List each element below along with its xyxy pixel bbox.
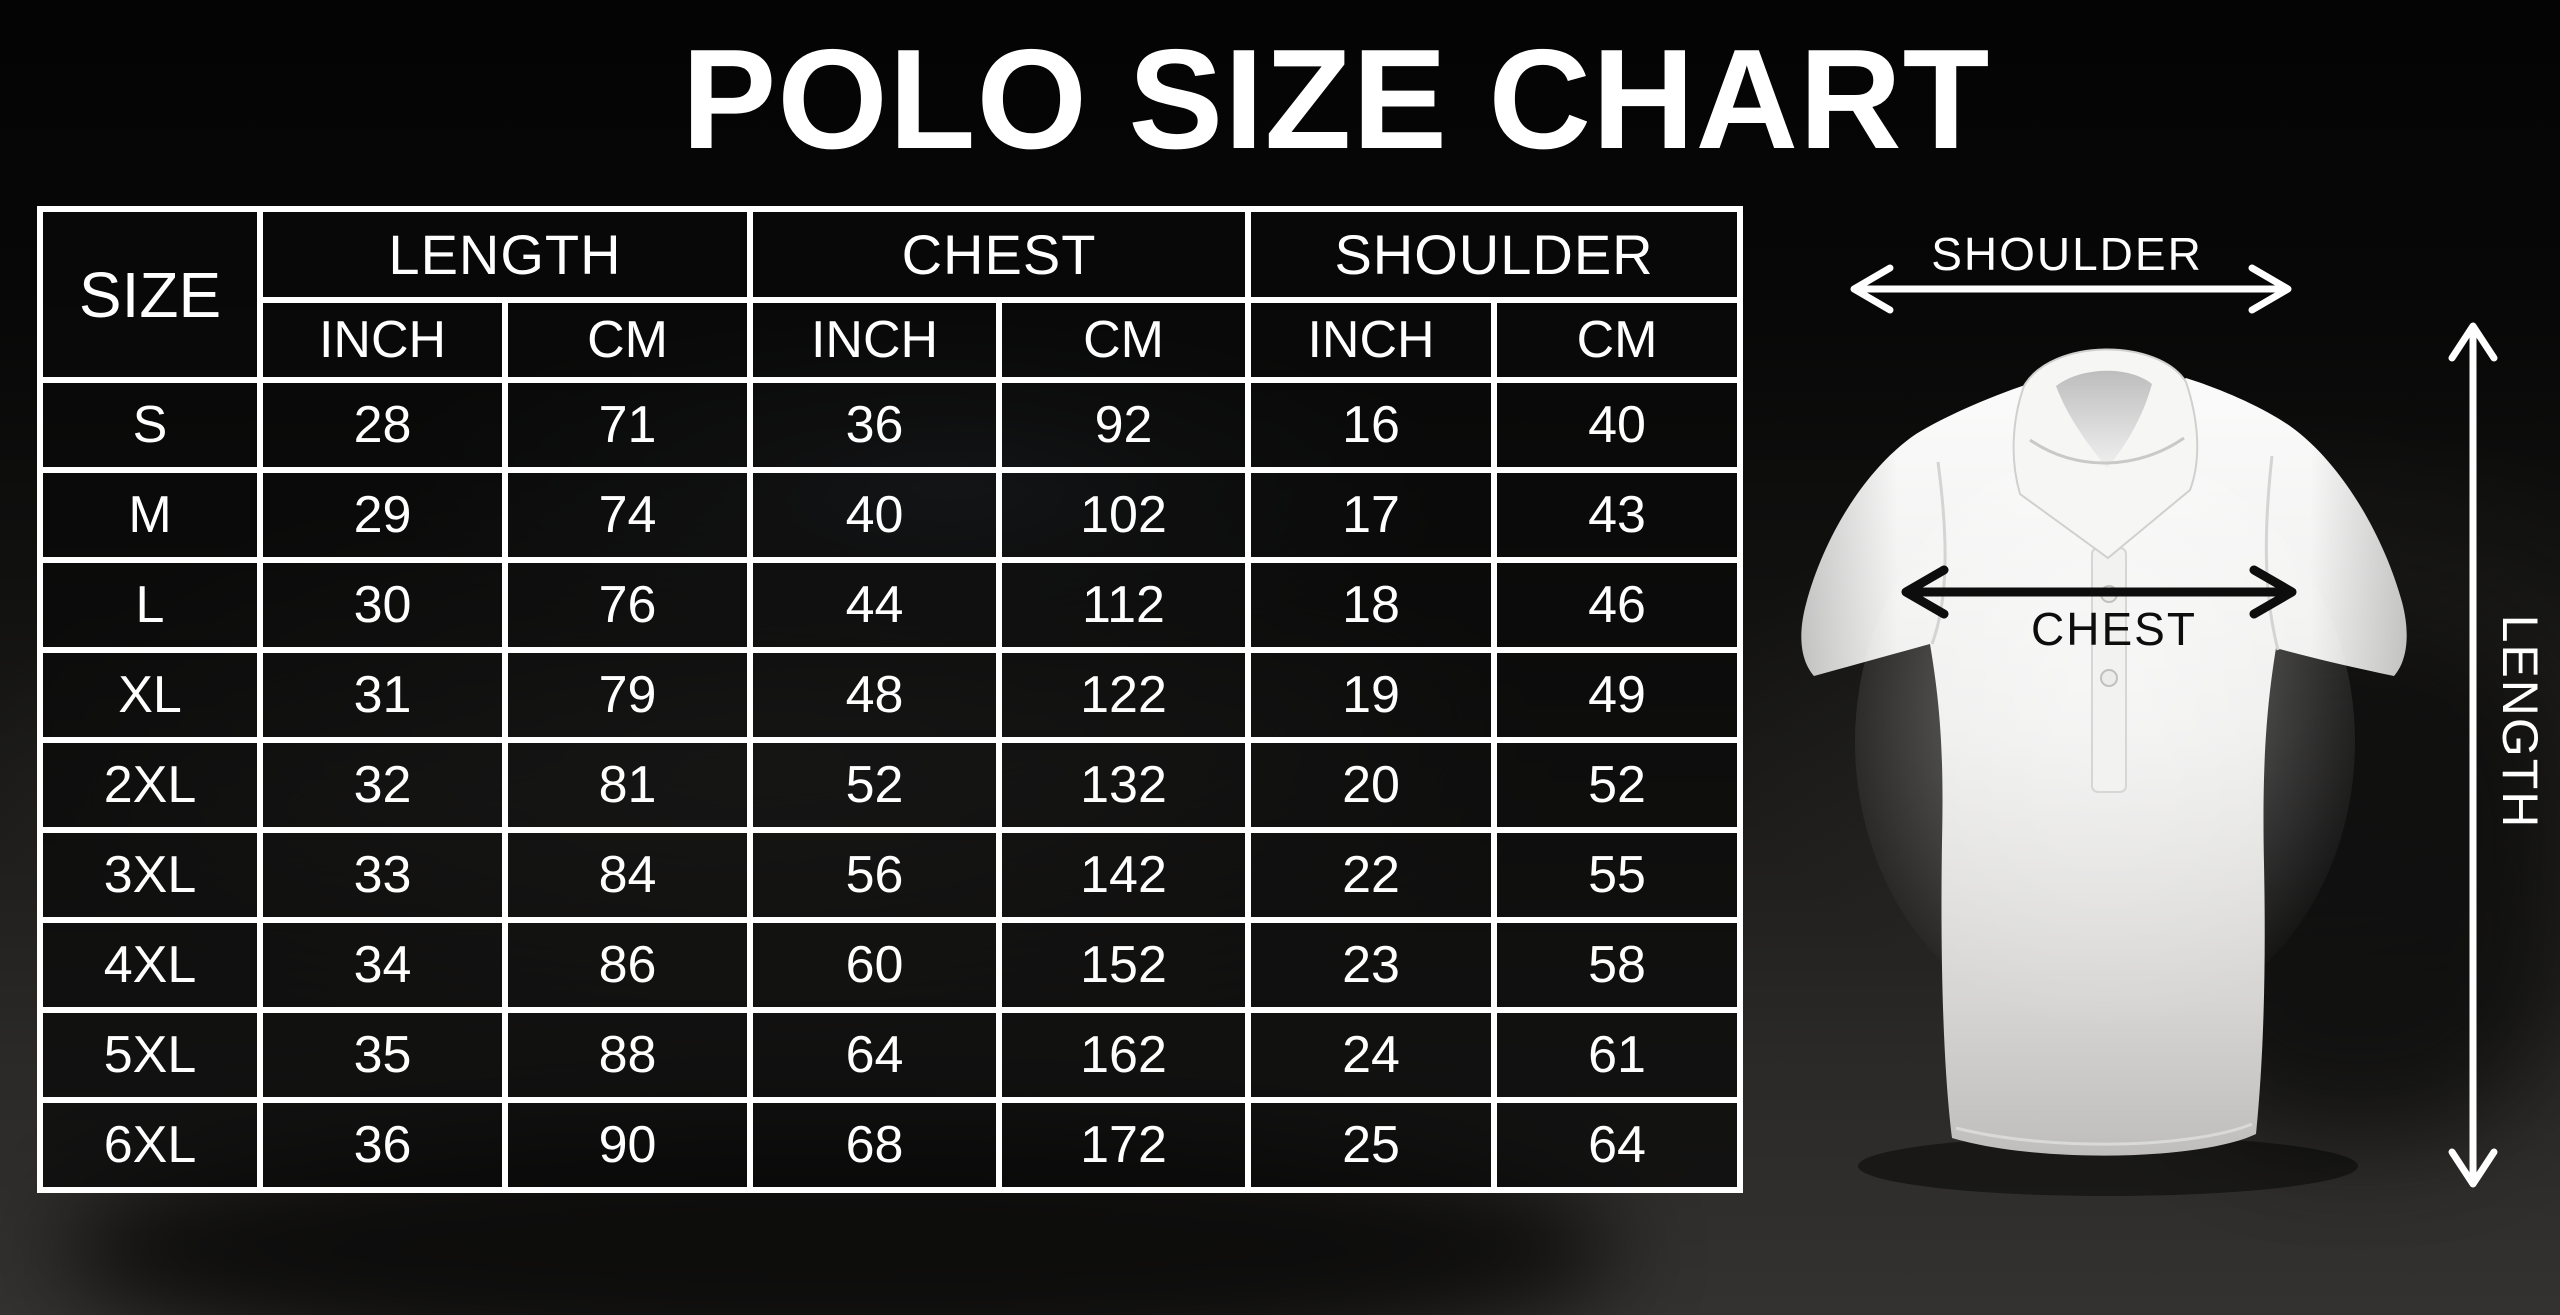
measurement-cell: 64 [747, 1007, 1002, 1103]
column-header-size: SIZE [37, 206, 263, 383]
row-size-label: 6XL [37, 1097, 263, 1193]
measurement-cell: 29 [257, 467, 508, 563]
table-row: 3XL 33 84 56 142 22 55 [37, 827, 1744, 923]
measurement-cell: 35 [257, 1007, 508, 1103]
measurement-cell: 84 [502, 827, 753, 923]
row-size-label: 3XL [37, 827, 263, 923]
subheader-chest-inch: INCH [747, 297, 1002, 383]
measurement-cell: 81 [502, 737, 753, 833]
measurement-cell: 30 [257, 557, 508, 653]
measurement-cell: 112 [995, 557, 1252, 653]
measurement-cell: 52 [747, 737, 1002, 833]
chest-annotation-label: CHEST [2031, 603, 2197, 655]
measurement-cell: 64 [1491, 1097, 1744, 1193]
row-size-label: 2XL [37, 737, 263, 833]
measurement-cell: 60 [747, 917, 1002, 1013]
row-size-label: L [37, 557, 263, 653]
measurement-cell: 43 [1491, 467, 1744, 563]
measurement-cell: 25 [1245, 1097, 1498, 1193]
size-chart-table: SIZE LENGTH CHEST SHOULDER INCH CM INCH … [37, 206, 1744, 1193]
measurement-cell: 22 [1245, 827, 1498, 923]
column-header-shoulder: SHOULDER [1245, 206, 1744, 303]
measurement-cell: 17 [1245, 467, 1498, 563]
page-title: POLO SIZE CHART [681, 20, 1991, 179]
measurement-cell: 44 [747, 557, 1002, 653]
row-size-label: 4XL [37, 917, 263, 1013]
measurement-cell: 16 [1245, 377, 1498, 473]
measurement-cell: 88 [502, 1007, 753, 1103]
subheader-length-cm: CM [502, 297, 753, 383]
column-header-length: LENGTH [257, 206, 753, 303]
measurement-cell: 32 [257, 737, 508, 833]
measurement-cell: 76 [502, 557, 753, 653]
measurement-cell: 92 [995, 377, 1252, 473]
row-size-label: XL [37, 647, 263, 743]
measurement-cell: 74 [502, 467, 753, 563]
measurement-cell: 36 [747, 377, 1002, 473]
table-row: 5XL 35 88 64 162 24 61 [37, 1007, 1744, 1103]
measurement-cell: 68 [747, 1097, 1002, 1193]
measurement-cell: 40 [1491, 377, 1744, 473]
measurement-cell: 46 [1491, 557, 1744, 653]
measurement-cell: 71 [502, 377, 753, 473]
measurement-cell: 56 [747, 827, 1002, 923]
measurement-cell: 40 [747, 467, 1002, 563]
measurement-cell: 55 [1491, 827, 1744, 923]
measurement-cell: 49 [1491, 647, 1744, 743]
measurement-cell: 52 [1491, 737, 1744, 833]
row-size-label: S [37, 377, 263, 473]
table-row: 4XL 34 86 60 152 23 58 [37, 917, 1744, 1013]
measurement-cell: 48 [747, 647, 1002, 743]
measurement-cell: 142 [995, 827, 1252, 923]
table-row: S 28 71 36 92 16 40 [37, 377, 1744, 473]
measurement-cell: 33 [257, 827, 508, 923]
measurement-cell: 90 [502, 1097, 753, 1193]
measurement-cell: 18 [1245, 557, 1498, 653]
subheader-length-inch: INCH [257, 297, 508, 383]
size-table-body: S 28 71 36 92 16 40 M 29 74 40 102 17 43 L 30 76 44 112 18 4… [37, 377, 1744, 1193]
table-row: XL 31 79 48 122 19 49 [37, 647, 1744, 743]
measurement-cell: 36 [257, 1097, 508, 1193]
measurement-cell: 20 [1245, 737, 1498, 833]
subheader-shoulder-cm: CM [1491, 297, 1744, 383]
measurement-cell: 172 [995, 1097, 1252, 1193]
measurement-cell: 122 [995, 647, 1252, 743]
row-size-label: M [37, 467, 263, 563]
table-row: L 30 76 44 112 18 46 [37, 557, 1744, 653]
measurement-cell: 86 [502, 917, 753, 1013]
row-size-label: 5XL [37, 1007, 263, 1103]
table-row: M 29 74 40 102 17 43 [37, 467, 1744, 563]
measurement-cell: 162 [995, 1007, 1252, 1103]
column-header-chest: CHEST [746, 206, 1252, 303]
measurement-cell: 28 [257, 377, 508, 473]
measurement-cell: 79 [502, 647, 753, 743]
table-row: 6XL 36 90 68 172 25 64 [37, 1097, 1744, 1193]
measurement-cell: 34 [257, 917, 508, 1013]
shoulder-annotation-label: SHOULDER [1931, 228, 2203, 280]
measurement-cell: 24 [1245, 1007, 1498, 1103]
subheader-shoulder-inch: INCH [1245, 297, 1498, 383]
subheader-chest-cm: CM [995, 297, 1252, 383]
measurement-cell: 152 [995, 917, 1252, 1013]
measurement-cell: 19 [1245, 647, 1498, 743]
length-annotation-label: LENGTH [2492, 614, 2548, 830]
measurement-cell: 31 [257, 647, 508, 743]
measurement-cell: 61 [1491, 1007, 1744, 1103]
table-row: 2XL 32 81 52 132 20 52 [37, 737, 1744, 833]
measurement-cell: 58 [1491, 917, 1744, 1013]
measurement-cell: 23 [1245, 917, 1498, 1013]
measurement-cell: 132 [995, 737, 1252, 833]
measurement-cell: 102 [995, 467, 1252, 563]
